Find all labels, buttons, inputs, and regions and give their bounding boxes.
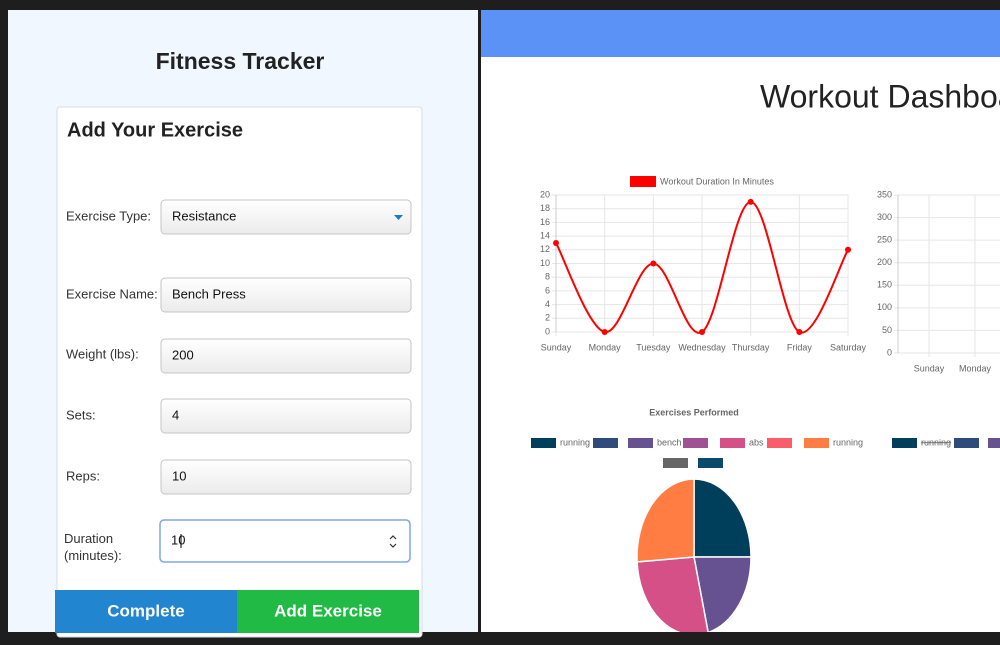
point <box>601 329 608 335</box>
y-tick-label: 300 <box>877 212 892 222</box>
input-value: 10 <box>171 532 185 547</box>
y-tick-label: 6 <box>545 285 550 295</box>
x-tick-label: Wednesday <box>678 342 726 352</box>
x-tick-label: Friday <box>787 342 813 352</box>
legend-label: running <box>560 437 590 447</box>
legend-swatch <box>804 438 829 448</box>
field-label-text: Duration (minutes): <box>64 531 122 563</box>
y-tick-label: 18 <box>540 203 550 213</box>
pie-title: Exercises Performed <box>649 407 739 417</box>
y-tick-label: 100 <box>877 302 892 312</box>
legend-swatch <box>892 438 917 448</box>
y-tick-label: 50 <box>882 325 892 335</box>
x-tick-label: Sunday <box>914 363 945 373</box>
input-value: 4 <box>172 407 179 422</box>
legend-swatch <box>663 458 688 468</box>
x-tick-label: Saturday <box>830 342 867 352</box>
y-tick-label: 2 <box>545 313 550 323</box>
point <box>553 239 559 246</box>
input-box[interactable] <box>160 398 412 434</box>
input-box[interactable] <box>160 338 412 374</box>
y-tick-label: 0 <box>887 347 892 357</box>
legend-swatch <box>988 438 1000 448</box>
x-tick-label: Tuesday <box>636 342 671 352</box>
x-tick-label: Thursday <box>732 342 770 352</box>
input-value: Resistance <box>172 208 236 223</box>
dropdown-arrow <box>394 215 403 220</box>
y-tick-label: 8 <box>545 272 550 282</box>
point <box>650 260 657 267</box>
y-tick-label: 250 <box>877 235 892 245</box>
y-tick-label: 150 <box>877 280 892 290</box>
field-label: Duration (minutes): <box>64 531 122 563</box>
legend-swatch <box>954 438 979 448</box>
input-value: 10 <box>172 468 186 483</box>
legend-label: running <box>833 437 863 447</box>
y-tick-label: 4 <box>545 299 550 309</box>
form-title: Add Your Exercise <box>67 119 243 141</box>
dashboard: Workout Dashboard 0 2 4 6 8 10 12 14 16 18 20 Sunda… <box>531 78 1000 632</box>
legend-swatch <box>720 438 745 448</box>
point <box>845 246 852 253</box>
button-label: Add Exercise <box>274 601 382 620</box>
input-box[interactable] <box>159 519 411 563</box>
y-tick-label: 20 <box>540 189 550 199</box>
app-title: Fitness Tracker <box>156 48 325 74</box>
input-value: 200 <box>172 347 194 362</box>
input-value: Bench Press <box>172 286 246 301</box>
x-tick-label: Monday <box>589 342 622 352</box>
y-tick-label: 200 <box>877 257 892 267</box>
pie-slice <box>636 556 709 632</box>
field-label: Weight (lbs): <box>66 346 139 361</box>
legend-swatch <box>531 438 556 448</box>
x-tick-label: Sunday <box>541 342 572 352</box>
field-label: Sets: <box>66 407 96 422</box>
y-tick-label: 10 <box>540 258 550 268</box>
pie-slice <box>636 478 695 563</box>
field-label: Exercise Name: <box>66 286 158 301</box>
top-bar <box>481 10 1000 57</box>
dashboard-title: Workout Dashboard <box>760 78 1000 114</box>
legend-swatch <box>630 176 656 187</box>
button[interactable] <box>237 590 419 633</box>
field-label: Reps: <box>66 468 100 483</box>
legend-swatch <box>683 438 708 448</box>
input-box[interactable] <box>160 277 412 313</box>
form: Exercise Type: Resistance Exercise Name: Be… <box>55 199 419 633</box>
legend-swatch <box>767 438 792 448</box>
y-tick-label: 350 <box>877 189 892 199</box>
legend-label: running <box>921 437 951 447</box>
point <box>747 198 754 205</box>
field-label: Exercise Type: <box>66 208 151 223</box>
input-box[interactable] <box>160 459 412 495</box>
y-tick-label: 14 <box>540 230 550 240</box>
legend-label: bench <box>657 437 682 447</box>
button[interactable] <box>55 590 237 633</box>
y-tick-label: 0 <box>545 326 550 336</box>
button-label: Complete <box>107 601 184 620</box>
legend-label: abs <box>749 437 764 447</box>
legend-swatch <box>593 438 618 448</box>
legend-swatch <box>628 438 653 448</box>
point <box>699 329 706 335</box>
legend-swatch <box>698 458 723 468</box>
point <box>796 329 803 335</box>
x-tick-label: Monday <box>959 363 992 373</box>
y-tick-label: 12 <box>540 244 550 254</box>
spinner <box>389 535 397 548</box>
pie-slice <box>693 556 752 632</box>
input-box[interactable] <box>160 199 412 235</box>
y-tick-label: 16 <box>540 217 550 227</box>
legend-label: Workout Duration In Minutes <box>660 176 774 186</box>
pie-slice <box>693 478 752 558</box>
